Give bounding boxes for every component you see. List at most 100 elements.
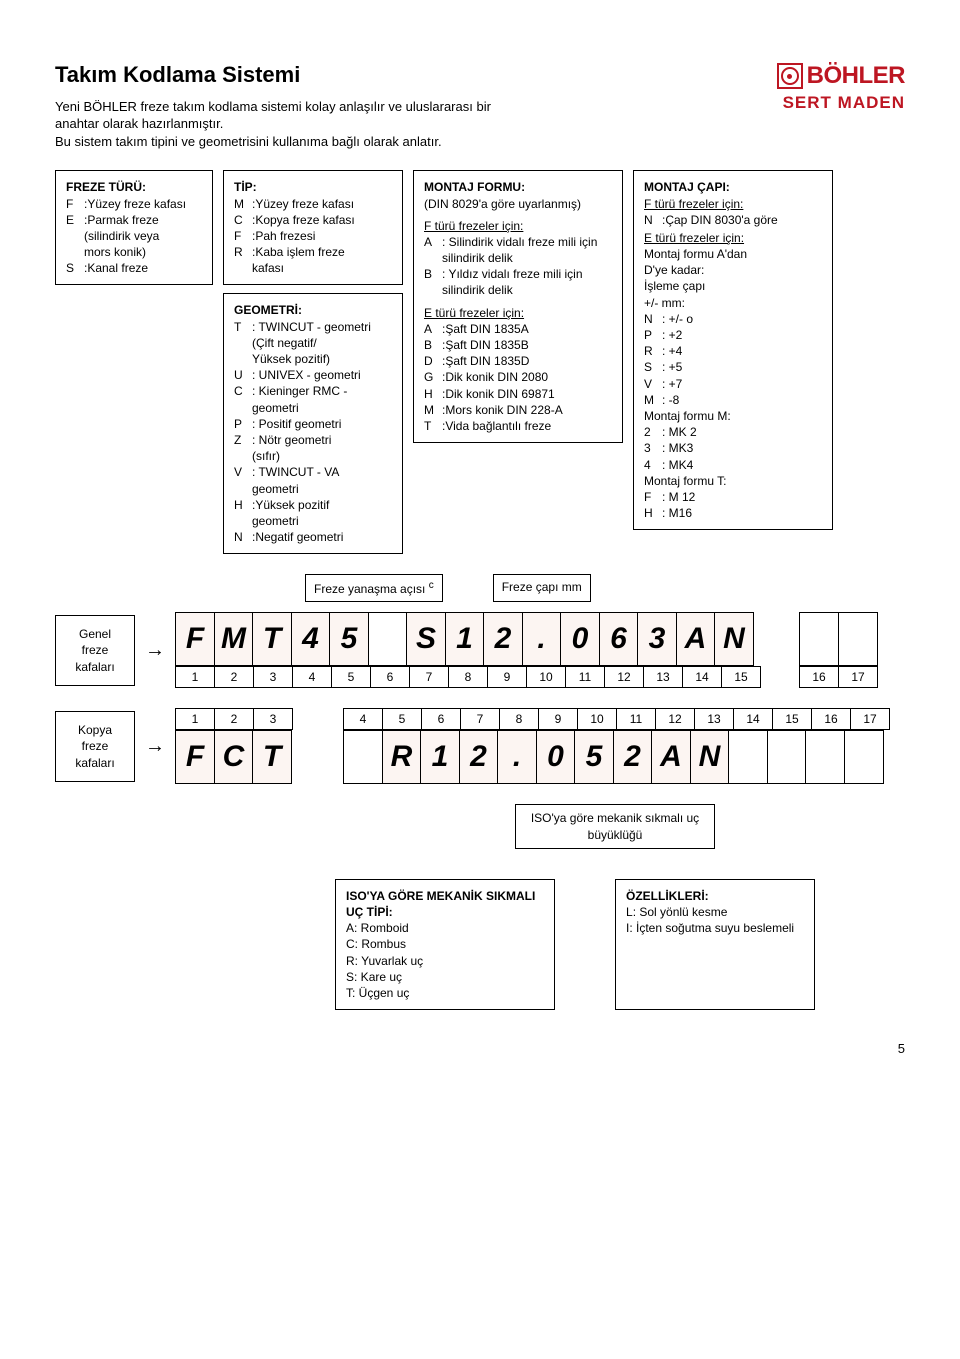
box-freze-turu: FREZE TÜRÜ: F:Yüzey freze kafasıE:Parmak… [55, 170, 213, 285]
info-key: S [66, 260, 84, 276]
info-value: : +/- o [662, 311, 693, 327]
box-items: N: +/- oP: +2R: +4S: +5V: +7M: -8 [644, 311, 822, 408]
info-row: R:Kaba işlem freze [234, 244, 392, 260]
bottom-boxes-row: ISO'YA GÖRE MEKANİK SIKMALI UÇ TİPİ: A: … [335, 879, 905, 1010]
position-number: 16 [799, 666, 839, 688]
code-row-kopya: Kopya freze kafaları → 123 FCT 456789101… [55, 708, 905, 784]
info-key: R [346, 954, 355, 968]
info-value: : +4 [662, 343, 682, 359]
code-cell: 0 [536, 730, 576, 784]
code-cell: . [497, 730, 537, 784]
code-row-genel: Genel freze kafaları → FMT45S12.063AN 12… [55, 612, 905, 688]
info-row: C: Kieninger RMC - [234, 383, 392, 399]
box-line: Montaj formu A'dan [644, 246, 822, 262]
code-cell: C [214, 730, 254, 784]
info-value: : Nötr geometri [252, 432, 331, 448]
code-cells: R12.052AN [343, 730, 890, 784]
position-number: 3 [253, 708, 293, 730]
code-grid-2a: 123 FCT [175, 708, 293, 784]
position-number: 11 [616, 708, 656, 730]
info-row: 3: MK3 [644, 440, 822, 456]
position-number: 14 [733, 708, 773, 730]
label-sup: c [429, 580, 434, 591]
box-items: T: TWINCUT - geometri(Çift negatif/Yükse… [234, 319, 392, 546]
info-value: : -8 [662, 392, 679, 408]
info-row: F: M 12 [644, 489, 822, 505]
info-row: C:Kopya freze kafası [234, 212, 392, 228]
info-row: V: +7 [644, 376, 822, 392]
position-number: 12 [604, 666, 644, 688]
info-key: A [424, 321, 442, 337]
position-number: 9 [538, 708, 578, 730]
info-key: E [66, 212, 84, 228]
box-items: A: Silindirik vidalı freze mili için sil… [424, 234, 612, 299]
info-row: Z: Nötr geometri [234, 432, 392, 448]
position-number: 6 [370, 666, 410, 688]
info-row: S:Kanal freze [66, 260, 202, 276]
info-key: M [234, 196, 252, 212]
box-sub: (DIN 8029'a göre uyarlanmış) [424, 196, 612, 212]
position-number: 2 [214, 708, 254, 730]
info-row: N:Çap DIN 8030'a göre [644, 212, 822, 228]
position-number: 16 [811, 708, 851, 730]
box-title: MONTAJ ÇAPI: [644, 179, 822, 195]
info-key: P [644, 327, 662, 343]
info-row: S: +5 [644, 359, 822, 375]
info-key: A [346, 921, 354, 935]
code-cell: 0 [560, 612, 600, 666]
code-grid-1: FMT45S12.063AN 123456789101112131415 [175, 612, 761, 688]
info-key: S [346, 970, 354, 984]
info-value: geometri [234, 513, 299, 529]
info-value: : MK3 [662, 440, 693, 456]
info-row: kafası [234, 260, 392, 276]
info-value: : İçten soğutma suyu beslemeli [629, 921, 794, 935]
position-number: 4 [292, 666, 332, 688]
box-items: M:Yüzey freze kafasıC:Kopya freze kafası… [234, 196, 392, 277]
code-cell: N [714, 612, 754, 666]
info-key: M [644, 392, 662, 408]
info-key: A [424, 234, 442, 266]
info-key: R [644, 343, 662, 359]
info-value: : UNIVEX - geometri [252, 367, 361, 383]
code-cell: M [214, 612, 254, 666]
logo-top: BÖHLER [777, 60, 905, 92]
info-value: (Çift negatif/ [234, 335, 317, 351]
box-title: MONTAJ FORMU: [424, 179, 612, 195]
arrow-right-icon: → [145, 637, 165, 664]
page-header: Takım Kodlama Sistemi Yeni BÖHLER freze … [55, 60, 905, 150]
arrow-right-icon: → [145, 733, 165, 760]
box-items: A:Şaft DIN 1835AB:Şaft DIN 1835BD:Şaft D… [424, 321, 612, 434]
box-tip: TİP: M:Yüzey freze kafasıC:Kopya freze k… [223, 170, 403, 285]
code-nums: 4567891011121314151617 [343, 708, 890, 730]
position-number: 10 [577, 708, 617, 730]
logo-text-top: BÖHLER [807, 60, 905, 92]
info-row: C: Rombus [346, 936, 544, 952]
box-sub: E türü frezeler için: [424, 305, 612, 321]
code-cell [767, 730, 807, 784]
info-row: P: Positif geometri [234, 416, 392, 432]
info-key: H [424, 386, 442, 402]
info-value: Yüksek pozitif) [234, 351, 330, 367]
info-row: geometri [234, 400, 392, 416]
code-cell [799, 612, 839, 666]
position-number: 9 [487, 666, 527, 688]
box-sub: Montaj formu T: [644, 473, 822, 489]
position-number: 13 [643, 666, 683, 688]
info-row: geometri [234, 481, 392, 497]
position-number: 10 [526, 666, 566, 688]
side-label-kopya: Kopya freze kafaları [55, 711, 135, 782]
info-row: M: -8 [644, 392, 822, 408]
info-key: 3 [644, 440, 662, 456]
position-number: 2 [214, 666, 254, 688]
info-value: geometri [234, 400, 299, 416]
info-value: (sıfır) [234, 448, 280, 464]
info-row: (sıfır) [234, 448, 392, 464]
info-key: H [644, 505, 662, 521]
info-row: A: Romboid [346, 920, 544, 936]
code-cell: S [406, 612, 446, 666]
info-key: V [644, 376, 662, 392]
box-sub: E türü frezeler için: [644, 230, 822, 246]
info-row: A: Silindirik vidalı freze mili için sil… [424, 234, 612, 266]
info-key: F [66, 196, 84, 212]
position-number: 12 [655, 708, 695, 730]
